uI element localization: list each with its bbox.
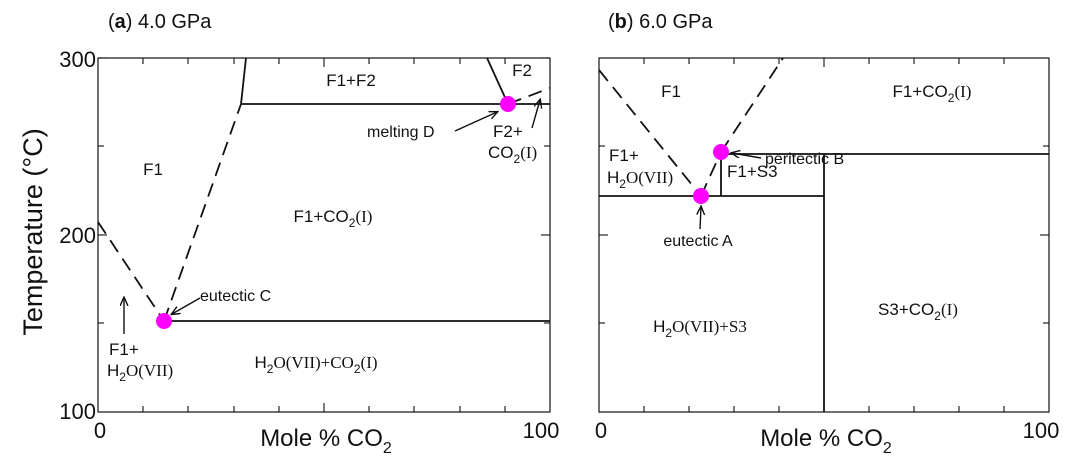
panel-b-pressure: 6.0 GPa: [639, 11, 713, 33]
panel-a-phase-f1: F1: [143, 160, 163, 179]
panel-b-x-axis-label: Mole % CO2: [760, 425, 892, 457]
panel-b: (b) 6.0 GPa: [595, 11, 1059, 457]
panel-b-title: (b) 6.0 GPa: [608, 11, 713, 33]
panel-a-phase-f1-h2o-line1: F1+: [109, 340, 139, 359]
panel-a-pressure: 4.0 GPa: [138, 11, 212, 33]
panel-b-arrow-peritectic-b: [732, 153, 762, 159]
panel-a-liquidus-right: [163, 103, 242, 322]
panel-a-ytick-300: 300: [59, 47, 96, 72]
panel-b-peritectic-b-point: [713, 144, 729, 160]
panel-a-x-axis-label: Mole % CO2: [260, 425, 392, 457]
panel-a-title: (a) 4.0 GPa: [108, 11, 212, 33]
panel-b-eutectic-a-point: [693, 188, 709, 204]
panel-a-phase-f2: F2: [512, 61, 532, 80]
panel-b-letter: b: [615, 11, 627, 33]
panel-a-y-ticks: [98, 57, 550, 324]
panel-b-phase-f1-h2o-line2: H2O(VII): [607, 168, 673, 191]
panel-a-xtick-0: 0: [94, 418, 106, 443]
panel-b-xtick-0: 0: [595, 418, 607, 443]
panel-a-arrow-eutectic-c: [172, 297, 201, 314]
panel-a-letter: a: [115, 11, 127, 33]
panel-b-phase-f1: F1: [661, 82, 681, 101]
panel-a-ytick-100: 100: [59, 399, 96, 424]
panel-a-arrow-f2-co2: [531, 100, 540, 129]
panel-b-phase-h2o-s3: H2O(VII)+S3: [653, 317, 747, 340]
panel-a-phase-f1-co2: F1+CO2(I): [294, 207, 373, 230]
panel-b-arrow-eutectic-a: [700, 207, 701, 230]
panel-a-phase-f2-co2-line1: F2+: [493, 122, 523, 141]
panel-b-liquidus-right: [720, 57, 784, 153]
panel-b-xtick-100: 100: [1023, 418, 1060, 443]
panel-a-melting-d-point: [500, 96, 516, 112]
panel-a-xtick-100: 100: [523, 418, 560, 443]
panel-b-y-ticks: [599, 145, 1049, 324]
panel-a-phase-h2o-co2: H2O(VII)+CO2(I): [254, 353, 377, 376]
panel-a-liquidus-left: [97, 221, 165, 322]
panel-a-annotation-melting-d: melting D: [367, 124, 435, 141]
panel-a-annotation-eutectic-c: eutectic C: [200, 288, 271, 305]
panel-b-phase-f1-co2: F1+CO2(I): [893, 82, 972, 105]
panel-a-arrow-melting-d: [454, 112, 497, 132]
panel-a-x-ticks: [142, 58, 506, 412]
panel-a-eutectic-c-point: [156, 313, 172, 329]
panel-b-annotation-eutectic-a: eutectic A: [663, 233, 733, 250]
panel-b-liquidus-mid: [700, 151, 722, 197]
panel-a-f1-upper-boundary: [240, 57, 247, 105]
panel-a: (a) 4.0 GPa: [59, 11, 559, 457]
panel-b-phase-f1-s3: F1+S3: [727, 162, 778, 181]
y-axis-label: Temperature (°C): [18, 128, 48, 335]
panel-b-annotation-peritectic-b: peritectic B: [765, 151, 844, 168]
panel-a-phase-f1-f2: F1+F2: [326, 71, 376, 90]
panel-b-x-ticks: [643, 58, 1005, 412]
panel-a-ytick-200: 200: [59, 223, 96, 248]
panel-b-phase-s3-co2: S3+CO2(I): [878, 300, 958, 323]
panel-b-phase-f1-h2o-line1: F1+: [609, 146, 639, 165]
panel-a-phase-f1-h2o-line2: H2O(VII): [107, 361, 173, 384]
panel-a-f2-upper-boundary: [486, 57, 509, 105]
panel-a-phase-f2-co2-line2: CO2(I): [488, 143, 537, 166]
panel-b-liquidus-left: [598, 69, 702, 197]
